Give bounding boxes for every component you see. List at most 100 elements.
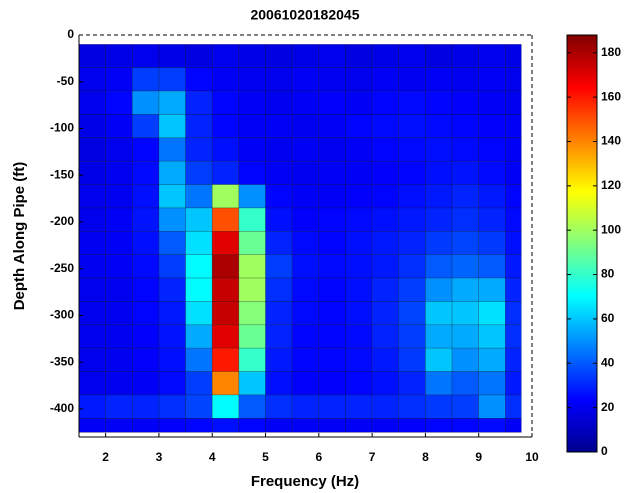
heatmap-cell: [158, 418, 186, 433]
heatmap-cell: [505, 114, 522, 139]
heatmap-cell: [158, 90, 186, 115]
heatmap-cell: [158, 44, 186, 69]
heatmap-cell: [451, 231, 480, 255]
colorbar-tick-label: 120: [601, 178, 621, 192]
heatmap-cell: [505, 67, 522, 92]
heatmap-cell: [265, 301, 293, 326]
x-tick-label: 8: [422, 450, 429, 464]
heatmap-cell: [211, 277, 240, 302]
heatmap-cell: [505, 324, 522, 349]
colorbar-tick-label: 180: [601, 45, 621, 59]
heatmap-cell: [425, 67, 453, 92]
heatmap-cell: [505, 347, 522, 372]
heatmap-cell: [345, 160, 373, 185]
x-tick-label: 6: [315, 450, 322, 464]
heatmap-cell: [451, 67, 480, 92]
heatmap-cell: [425, 184, 453, 209]
heatmap-cell: [371, 347, 400, 372]
heatmap-cell: [131, 184, 160, 209]
heatmap-cell: [318, 231, 346, 255]
heatmap-cell: [451, 44, 480, 69]
heatmap-cell: [425, 324, 453, 349]
x-tick-label: 3: [156, 450, 163, 464]
heatmap-cell: [238, 184, 266, 209]
heatmap-cell: [238, 324, 266, 349]
heatmap: [78, 44, 522, 433]
heatmap-cell: [158, 301, 186, 326]
colorbar-tick-label: 80: [601, 267, 615, 281]
heatmap-cell: [345, 207, 373, 232]
heatmap-cell: [238, 371, 266, 396]
heatmap-cell: [131, 160, 160, 185]
heatmap-cell: [105, 137, 133, 162]
heatmap-cell: [318, 324, 346, 349]
heatmap-cell: [158, 114, 186, 139]
chart-title: 20061020182045: [250, 7, 359, 23]
heatmap-cell: [425, 347, 453, 372]
heatmap-cell: [505, 231, 522, 255]
heatmap-cell: [318, 67, 346, 92]
heatmap-cell: [291, 67, 320, 92]
heatmap-cell: [238, 347, 266, 372]
heatmap-cell: [345, 324, 373, 349]
heatmap-cell: [371, 371, 400, 396]
heatmap-cell: [505, 207, 522, 232]
heatmap-cell: [478, 301, 506, 326]
colorbar: [566, 34, 598, 453]
heatmap-cell: [318, 301, 346, 326]
heatmap-cell: [451, 324, 480, 349]
heatmap-cell: [185, 160, 213, 185]
heatmap-cell: [158, 324, 186, 349]
heatmap-cell: [345, 277, 373, 302]
heatmap-cell: [185, 277, 213, 302]
heatmap-cell: [371, 301, 400, 326]
heatmap-cell: [158, 347, 186, 372]
heatmap-cell: [78, 254, 106, 279]
colorbar-tick-label: 160: [601, 89, 621, 103]
heatmap-cell: [105, 324, 133, 349]
heatmap-cell: [345, 394, 373, 419]
heatmap-cell: [398, 324, 426, 349]
heatmap-cell: [318, 137, 346, 162]
heatmap-cell: [478, 114, 506, 139]
heatmap-cell: [318, 418, 346, 433]
heatmap-cell: [105, 114, 133, 139]
heatmap-cell: [478, 184, 506, 209]
heatmap-cell: [211, 207, 240, 232]
heatmap-cell: [451, 114, 480, 139]
heatmap-cell: [451, 277, 480, 302]
heatmap-cell: [505, 254, 522, 279]
heatmap-cell: [158, 371, 186, 396]
heatmap-cell: [291, 114, 320, 139]
heatmap-cell: [371, 137, 400, 162]
heatmap-cell: [371, 231, 400, 255]
heatmap-cell: [131, 301, 160, 326]
heatmap-cell: [371, 394, 400, 419]
heatmap-cell: [78, 394, 106, 419]
heatmap-cell: [478, 254, 506, 279]
heatmap-cell: [505, 277, 522, 302]
heatmap-cell: [265, 277, 293, 302]
heatmap-cell: [185, 67, 213, 92]
heatmap-cell: [78, 347, 106, 372]
heatmap-cell: [211, 231, 240, 255]
heatmap-cell: [505, 371, 522, 396]
heatmap-cell: [318, 371, 346, 396]
heatmap-cell: [105, 160, 133, 185]
heatmap-cell: [478, 371, 506, 396]
heatmap-cell: [265, 137, 293, 162]
heatmap-cell: [371, 324, 400, 349]
heatmap-cell: [371, 160, 400, 185]
heatmap-cell: [291, 324, 320, 349]
heatmap-cell: [211, 160, 240, 185]
heatmap-cell: [78, 160, 106, 185]
heatmap-cell: [318, 90, 346, 115]
heatmap-cell: [345, 371, 373, 396]
heatmap-cell: [185, 347, 213, 372]
heatmap-cell: [211, 67, 240, 92]
heatmap-cell: [78, 90, 106, 115]
heatmap-cell: [291, 301, 320, 326]
heatmap-cell: [238, 44, 266, 69]
heatmap-cell: [291, 137, 320, 162]
